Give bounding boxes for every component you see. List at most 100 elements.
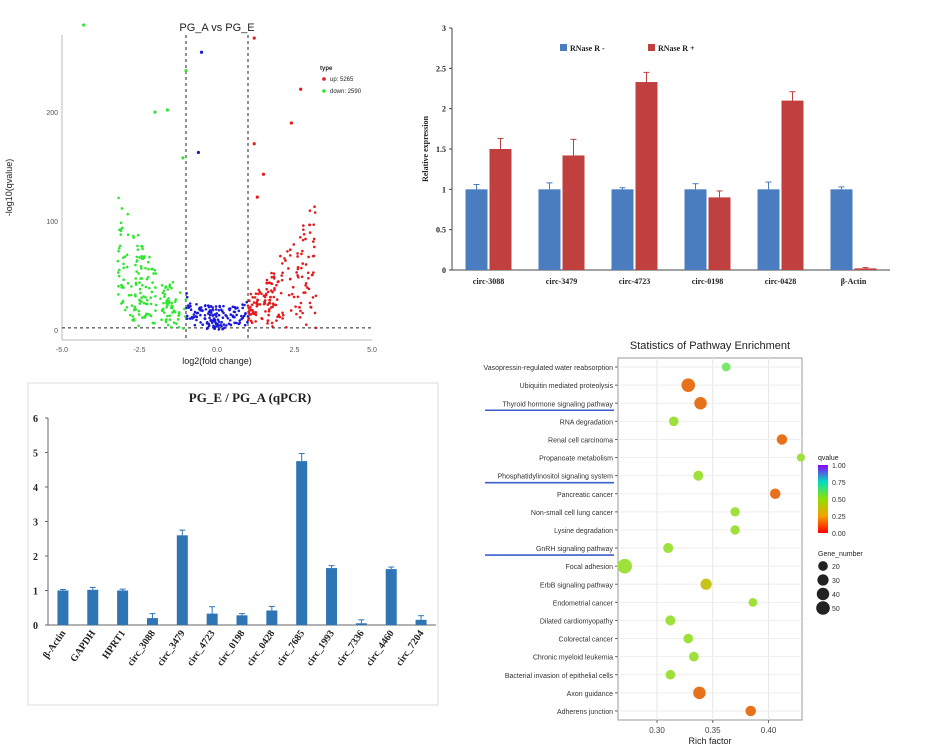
enrichment-point (700, 578, 712, 590)
data-point (276, 315, 279, 319)
data-point (267, 313, 270, 317)
data-point (246, 304, 250, 307)
data-point (301, 238, 305, 242)
data-point (165, 108, 169, 112)
data-point (136, 244, 139, 248)
data-point (211, 306, 215, 309)
data-point (173, 310, 177, 314)
x-tick-label: circ_7336 (334, 628, 366, 668)
enrichment-point (688, 651, 699, 662)
bar (266, 610, 278, 625)
data-point (136, 233, 140, 237)
data-point (252, 142, 256, 146)
data-point (308, 301, 312, 305)
data-point (142, 301, 146, 305)
data-point (254, 320, 257, 323)
data-point (163, 292, 167, 296)
data-point (167, 296, 170, 300)
pathway-label: Axon guidance (567, 691, 613, 698)
enrichment-point (665, 615, 676, 626)
data-point (312, 240, 315, 243)
data-point (267, 308, 271, 311)
data-point (299, 309, 302, 313)
legend-marker (648, 44, 655, 51)
data-point (177, 325, 181, 329)
x-tick-label: circ_3479 (155, 628, 187, 668)
pathway-label: Vasopressin-regulated water reabsorption (484, 365, 614, 372)
data-point (229, 313, 233, 316)
data-point (261, 172, 266, 176)
colorbar-tick-label: 0.75 (832, 480, 846, 487)
pathway-label: Phosphatidylinositol signaling system (497, 474, 613, 481)
data-point (263, 295, 267, 299)
data-point (122, 286, 125, 289)
data-point (263, 301, 267, 305)
x-tick-label: circ_7685 (275, 628, 307, 668)
qpcr-bar-chart: PG_E / PG_A (qPCR) 0 1 2 3 4 5 6 β-Actin GAPDH HPR… (27, 382, 439, 706)
data-point (135, 255, 139, 259)
data-point (281, 262, 284, 265)
data-point (211, 319, 215, 323)
data-point (312, 271, 315, 274)
enrichment-point (617, 558, 633, 574)
x-tick-label: -5.0 (56, 347, 68, 354)
data-point (313, 211, 317, 214)
y-tick-label: 1 (442, 185, 446, 194)
data-point (300, 252, 303, 256)
data-point (272, 277, 276, 280)
data-point (140, 300, 143, 303)
data-point (154, 294, 157, 298)
size-legend-label: 20 (832, 564, 840, 571)
data-point (145, 302, 149, 306)
data-point (185, 314, 189, 318)
data-point (138, 287, 142, 291)
bar (830, 189, 853, 270)
data-point (271, 325, 274, 328)
data-point (266, 322, 269, 325)
data-point (167, 300, 171, 304)
data-point (304, 323, 308, 326)
bar (611, 189, 634, 270)
data-point (132, 236, 135, 239)
data-point (256, 298, 260, 302)
data-point (185, 317, 189, 320)
pathway-label: Pancreatic cancer (557, 492, 614, 499)
data-point (195, 318, 198, 322)
pathway-label: GnRH signaling pathway (536, 546, 614, 553)
data-point (209, 319, 213, 322)
data-point (131, 315, 135, 318)
data-point (139, 291, 142, 295)
data-point (288, 248, 292, 252)
pathway-label: Lysine degradation (554, 528, 613, 535)
enrichment-point (663, 543, 674, 554)
data-point (143, 256, 146, 259)
data-point (228, 318, 232, 322)
data-point (185, 295, 189, 299)
bar (684, 189, 707, 270)
data-point (295, 271, 298, 274)
data-point (217, 328, 221, 331)
legend-marker (322, 77, 326, 81)
data-point (299, 87, 303, 91)
colorbar-tick-label: 0.50 (832, 497, 846, 504)
y-tick-label: 0.5 (436, 226, 446, 235)
data-point (119, 229, 123, 233)
data-point (168, 285, 171, 288)
bar (206, 613, 218, 625)
data-point (117, 247, 121, 250)
data-point (266, 303, 270, 306)
bar (146, 618, 158, 625)
data-point (279, 254, 282, 258)
colorbar-tick-label: 1.00 (832, 463, 846, 470)
bar (296, 461, 308, 625)
data-point (192, 313, 196, 316)
data-point (265, 281, 268, 285)
data-point (302, 224, 305, 227)
data-point (199, 313, 202, 317)
data-point (311, 273, 314, 277)
data-point (288, 254, 292, 257)
data-point (251, 308, 254, 312)
legend-label: RNase R - (570, 44, 605, 53)
data-point (222, 323, 226, 326)
x-tick-label: circ-3088 (473, 277, 504, 286)
